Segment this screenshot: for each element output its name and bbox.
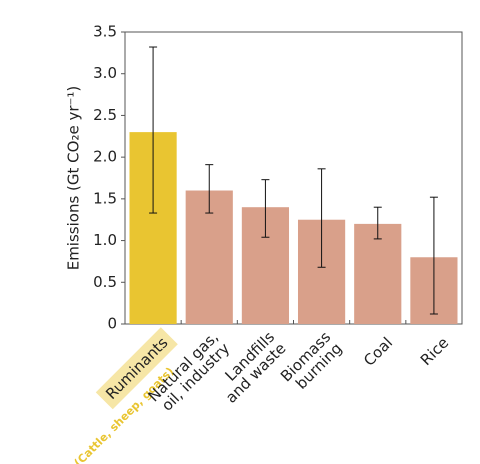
y-axis-label: Emissions (Gt CO₂e yr⁻¹) [65,86,83,271]
x-label-group: Rice [417,333,452,368]
y-tick-label: 2.0 [93,148,117,166]
y-tick-label: 3.0 [93,64,117,82]
x-tick-label: Landfillsand waste [210,328,289,407]
x-label-group: Coal [360,333,396,369]
y-tick-label: 1.5 [93,189,117,207]
x-tick-label: Biomassburning [277,328,346,397]
y-tick-label: 0 [107,315,117,333]
label-highlight [95,327,178,410]
x-label-group: Biomassburning [277,328,346,397]
bar [354,223,402,324]
x-label-group: Landfillsand waste [210,328,289,407]
y-tick-label: 3.5 [93,23,117,41]
x-tick-label: Rice [417,333,452,368]
y-tick-label: 0.5 [93,273,117,291]
y-tick-label: 2.5 [93,106,117,124]
x-tick-label: Coal [360,333,396,369]
y-tick-label: 1.0 [93,231,117,249]
